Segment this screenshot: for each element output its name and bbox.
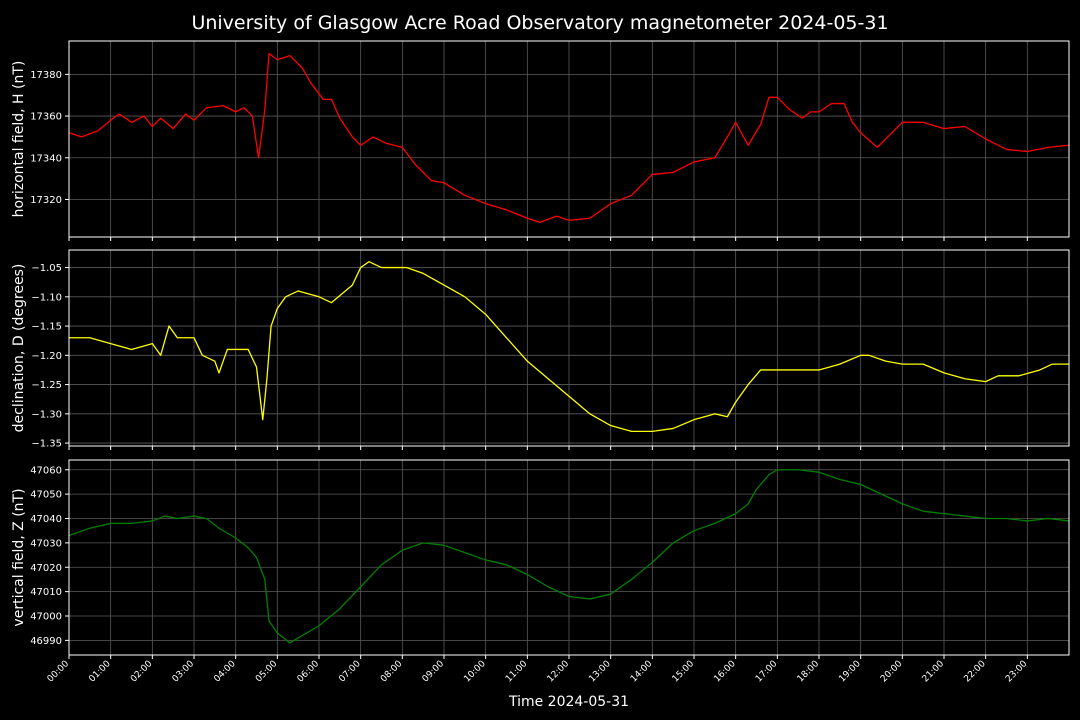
x-tick-label: 00:00 — [46, 659, 72, 685]
y-tick-label: 17380 — [30, 70, 62, 81]
x-tick-label: 18:00 — [796, 659, 822, 685]
y-axis-label: declination, D (degrees) — [11, 264, 27, 433]
y-axis-label: vertical field, Z (nT) — [11, 488, 27, 626]
y-tick-label: 47020 — [30, 563, 62, 574]
x-axis-label: Time 2024-05-31 — [508, 694, 629, 710]
y-tick-label: 46990 — [30, 636, 62, 647]
series-line — [68, 52, 1070, 224]
y-tick-label: 47030 — [30, 538, 62, 549]
y-tick-label: −1.05 — [31, 263, 62, 274]
x-tick-label: 14:00 — [629, 659, 655, 685]
x-tick-label: 12:00 — [546, 659, 572, 685]
y-tick-label: 47010 — [30, 587, 62, 598]
x-tick-label: 23:00 — [1004, 659, 1030, 685]
plot-frame — [68, 459, 1070, 656]
x-tick-label: 22:00 — [962, 659, 988, 685]
chart-title: University of Glasgow Acre Road Observat… — [191, 12, 888, 34]
y-tick-label: 47050 — [30, 490, 62, 501]
x-tick-label: 17:00 — [754, 659, 780, 685]
x-tick-label: 08:00 — [379, 659, 405, 685]
y-tick-label: 47060 — [30, 465, 62, 476]
x-tick-label: 16:00 — [712, 659, 738, 685]
panel-3: 46990 47000 47010 47020 47030 47040 47050 47060… — [11, 459, 1070, 659]
y-tick-label: −1.10 — [31, 292, 62, 303]
x-tick-label: 19:00 — [837, 659, 863, 685]
x-tick-label: 07:00 — [337, 659, 363, 685]
x-tick-label: 21:00 — [921, 659, 947, 685]
x-tick-label: 15:00 — [671, 659, 697, 685]
x-tick-label: 06:00 — [296, 659, 322, 685]
x-tick-label: 04:00 — [212, 659, 238, 685]
y-tick-label: −1.15 — [31, 322, 62, 333]
x-tick-label: 01:00 — [87, 659, 113, 685]
x-tick-label: 10:00 — [462, 659, 488, 685]
x-tick-label: 09:00 — [421, 659, 447, 685]
y-axis-label: horizontal field, H (nT) — [11, 61, 27, 218]
y-tick-label: 17320 — [30, 195, 62, 206]
series-line — [68, 469, 1070, 644]
plot-frame — [68, 40, 1070, 238]
y-tick-label: 17340 — [30, 153, 62, 164]
plot-frame — [68, 249, 1070, 447]
y-tick-label: 47000 — [30, 612, 62, 623]
y-tick-label: −1.25 — [31, 380, 62, 391]
panel-2: −1.35 −1.30 −1.25 −1.20 −1.15 −1.10 −1.05 decli… — [11, 249, 1070, 450]
y-tick-label: 47040 — [30, 514, 62, 525]
x-tick-label: 05:00 — [254, 659, 280, 685]
x-tick-label: 11:00 — [504, 659, 530, 685]
x-tick-label: 02:00 — [129, 659, 155, 685]
x-tick-label: 13:00 — [587, 659, 613, 685]
y-tick-label: 17360 — [30, 112, 62, 123]
x-tick-label: 20:00 — [879, 659, 905, 685]
series-line — [69, 261, 1069, 433]
y-tick-label: −1.30 — [31, 409, 62, 420]
y-tick-label: −1.20 — [31, 351, 62, 362]
x-tick-label: 03:00 — [171, 659, 197, 685]
y-tick-label: −1.35 — [31, 439, 62, 450]
